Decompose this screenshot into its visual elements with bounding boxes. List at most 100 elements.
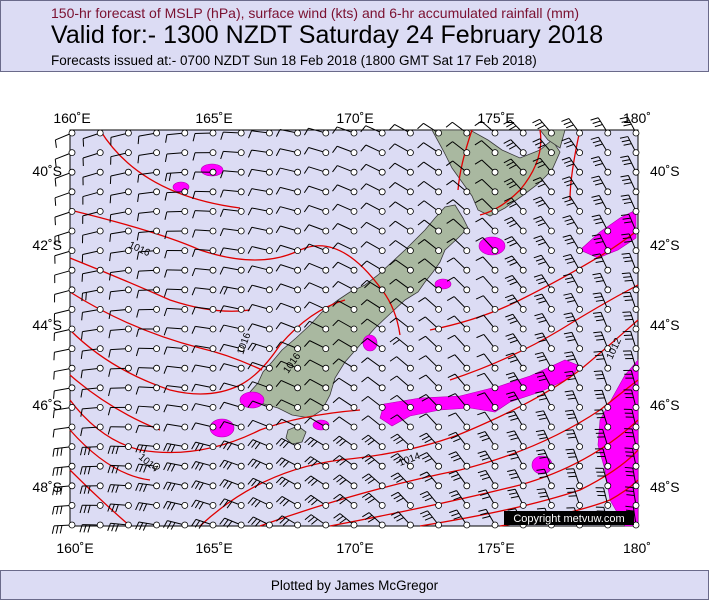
wind-barb-feather <box>623 162 632 166</box>
wind-barb-feather <box>535 371 544 375</box>
wind-station-marker <box>463 482 471 490</box>
wind-barb-feather <box>396 439 404 445</box>
wind-station-marker <box>322 266 330 274</box>
wind-barb-feather <box>506 391 515 395</box>
wind-station-marker <box>604 482 612 490</box>
wind-station-marker <box>181 129 189 137</box>
wind-station-marker <box>124 345 132 353</box>
wind-barb-feather <box>275 496 283 503</box>
wind-barb-feather <box>135 367 140 376</box>
lat-label: 48˚S <box>650 479 680 495</box>
wind-barb-feather <box>219 344 225 352</box>
wind-station-marker <box>519 168 527 176</box>
wind-barb-feather <box>592 311 602 314</box>
wind-station-marker <box>632 168 640 176</box>
wind-barb-feather <box>361 492 370 498</box>
wind-barb-feather <box>136 271 140 280</box>
wind-barb-feather <box>339 518 347 524</box>
wind-station-marker <box>632 207 640 215</box>
wind-barb-feather <box>388 162 396 170</box>
wind-barb-feather <box>475 217 483 223</box>
wind-barb-feather <box>166 482 172 491</box>
wind-barb-feather <box>167 463 172 471</box>
wind-barb-feather <box>622 237 631 240</box>
wind-barb-feather <box>538 319 547 324</box>
wind-barb-feather <box>198 502 204 510</box>
wind-station-marker <box>237 345 245 353</box>
wind-barb-feather <box>424 516 433 521</box>
isobar-line <box>199 319 639 527</box>
forecast-header: 150-hr forecast of MSLP (hPa), surface w… <box>0 0 709 72</box>
wind-barb-feather <box>478 508 487 512</box>
wind-barb-feather <box>163 423 168 432</box>
wind-barb-feather <box>565 335 574 338</box>
longitude-labels-top: 160˚E 165˚E 170˚E 175˚E 180˚ <box>53 110 651 126</box>
wind-station-marker <box>265 345 273 353</box>
wind-barb-feather <box>336 457 344 464</box>
wind-barb-feather <box>194 462 200 470</box>
wind-barb-feather <box>534 313 543 317</box>
wind-barb-feather <box>219 247 224 256</box>
wind-barb-feather <box>623 123 632 127</box>
wind-barb-feather <box>108 291 112 300</box>
wind-station-marker <box>96 501 104 509</box>
wind-station-marker <box>181 462 189 470</box>
wind-barb-feather <box>136 213 140 222</box>
wind-station-marker <box>406 305 414 313</box>
wind-station-marker <box>632 305 640 313</box>
wind-barb-feather <box>247 497 254 504</box>
wind-station-marker <box>406 286 414 294</box>
wind-station-marker <box>181 305 189 313</box>
wind-barb-feather <box>505 372 514 376</box>
wind-barb-feather <box>332 145 338 154</box>
wind-station-marker <box>209 403 217 411</box>
wind-station-marker <box>209 305 217 313</box>
wind-barb-feather <box>360 183 367 190</box>
wind-station-marker <box>519 227 527 235</box>
wind-barb-feather <box>506 239 515 244</box>
wind-barb-feather <box>562 254 571 258</box>
wind-barb-feather <box>139 464 144 473</box>
wind-barb-feather <box>623 276 632 278</box>
wind-barb-feather <box>275 187 281 195</box>
wind-barb-feather <box>52 429 55 438</box>
wind-station-marker <box>96 266 104 274</box>
wind-barb-feather <box>535 390 544 394</box>
wind-station-marker <box>68 443 76 451</box>
wind-barb-feather <box>303 127 309 136</box>
lon-label: 160˚E <box>53 110 90 126</box>
wind-station-marker <box>378 188 386 196</box>
wind-barb-feather <box>247 304 253 312</box>
wind-station-marker <box>237 403 245 411</box>
wind-barb-feather <box>393 514 402 519</box>
wind-barb-feather <box>191 268 196 277</box>
wind-station-marker <box>153 364 161 372</box>
wind-barb-feather <box>307 458 315 465</box>
wind-station-marker <box>350 423 358 431</box>
wind-barb-feather <box>475 275 484 281</box>
wind-barb-feather <box>533 254 542 259</box>
wind-station-marker <box>463 168 471 176</box>
wind-barb-feather <box>304 514 312 521</box>
wind-station-marker <box>265 403 273 411</box>
wind-barb-feather <box>505 313 514 318</box>
wind-station-marker <box>209 364 217 372</box>
lat-label: 44˚S <box>32 317 62 333</box>
wind-station-marker <box>153 266 161 274</box>
wind-barb-feather <box>510 417 519 421</box>
wind-barb-feather <box>594 123 603 128</box>
wind-barb-feather <box>219 266 224 275</box>
wind-barb-feather <box>336 515 344 522</box>
wind-barb-feather <box>192 152 196 161</box>
wind-barb-feather <box>622 178 631 181</box>
wind-barb-feather <box>247 227 253 235</box>
wind-barb-feather <box>52 410 55 419</box>
wind-barb-feather <box>422 513 431 518</box>
wind-barb-feather <box>254 500 261 508</box>
wind-barb-feather <box>333 513 341 519</box>
wind-station-marker <box>153 521 161 529</box>
wind-station-marker <box>463 423 471 431</box>
wind-barb-feather <box>191 306 196 315</box>
wind-station-marker <box>96 168 104 176</box>
wind-barb-feather <box>506 430 515 434</box>
